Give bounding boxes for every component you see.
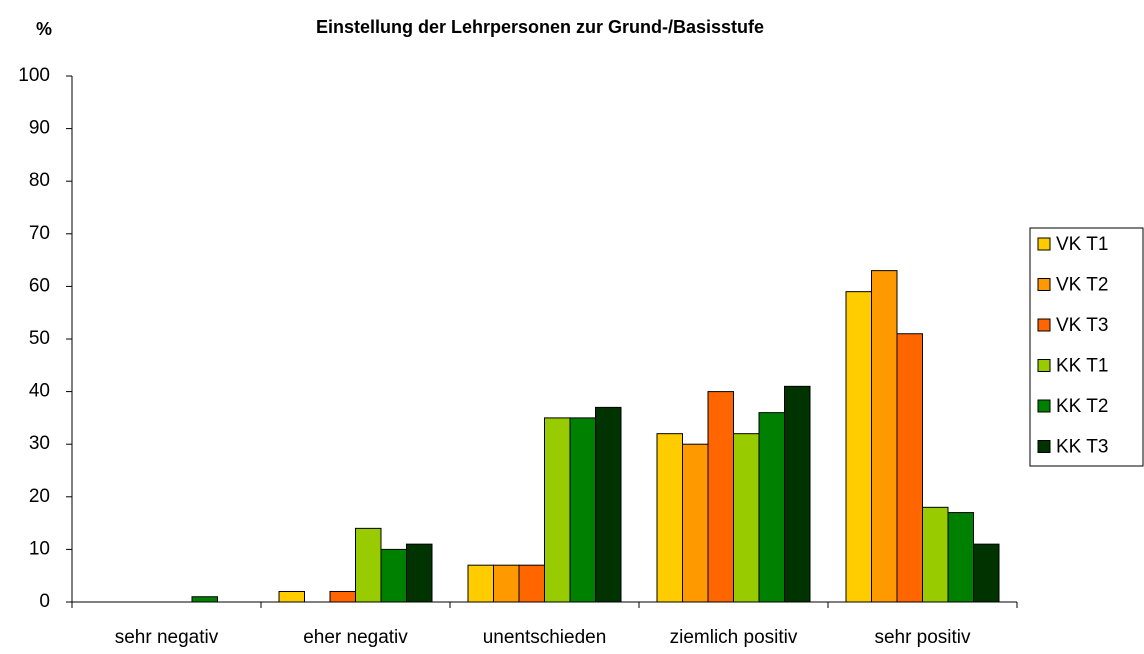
bar xyxy=(278,590,305,603)
bar xyxy=(518,564,545,603)
y-tick-label: 30 xyxy=(29,433,50,454)
y-tick-label: 70 xyxy=(29,223,50,244)
bar xyxy=(707,391,734,603)
legend-swatch xyxy=(1037,399,1051,413)
legend-swatch xyxy=(1037,278,1051,291)
y-tick-label: 50 xyxy=(29,328,50,349)
legend-swatch xyxy=(1037,318,1051,332)
bar xyxy=(380,548,407,603)
x-tick-label: unentschieden xyxy=(483,627,607,648)
x-tick-label: ziemlich positiv xyxy=(670,627,798,648)
bar xyxy=(845,291,872,603)
bar xyxy=(896,333,923,603)
bar xyxy=(467,564,494,603)
chart-title: Einstellung der Lehrpersonen zur Grund-/… xyxy=(316,17,764,37)
y-axis-label: % xyxy=(36,19,52,39)
bar xyxy=(733,433,760,603)
legend-swatch xyxy=(1037,440,1051,453)
legend-label: KK T1 xyxy=(1056,356,1108,377)
bar xyxy=(191,596,218,603)
legend-label: VK T1 xyxy=(1056,234,1108,255)
bar xyxy=(355,527,382,603)
x-tick-label: eher negativ xyxy=(303,627,408,648)
y-tick-label: 0 xyxy=(39,591,50,612)
y-tick-label: 10 xyxy=(29,538,50,559)
bar xyxy=(682,443,709,603)
y-tick-label: 40 xyxy=(29,381,50,402)
bar xyxy=(569,417,596,603)
bar xyxy=(329,590,356,603)
bar xyxy=(758,412,785,603)
y-tick-label: 90 xyxy=(29,118,50,139)
legend-label: VK T2 xyxy=(1056,275,1108,296)
bar xyxy=(544,417,571,603)
legend-label: KK T2 xyxy=(1056,396,1108,417)
legend-swatch xyxy=(1037,359,1051,372)
bar xyxy=(595,406,622,603)
y-tick-label: 80 xyxy=(29,170,50,191)
y-tick-label: 100 xyxy=(18,65,50,86)
legend-label: VK T3 xyxy=(1056,315,1108,336)
bar xyxy=(656,433,683,603)
legend-label: KK T3 xyxy=(1056,437,1108,458)
bar xyxy=(784,385,811,603)
bar xyxy=(871,270,898,603)
bar xyxy=(973,543,1000,603)
x-tick-label: sehr negativ xyxy=(115,627,219,648)
bar xyxy=(493,564,520,603)
y-tick-label: 60 xyxy=(29,275,50,296)
y-tick-label: 20 xyxy=(29,486,50,507)
legend-swatch xyxy=(1037,237,1051,251)
bar xyxy=(947,512,974,603)
bar xyxy=(406,543,433,603)
x-tick-label: sehr positiv xyxy=(874,627,971,648)
bar xyxy=(922,506,949,603)
legend-box xyxy=(1029,227,1144,467)
